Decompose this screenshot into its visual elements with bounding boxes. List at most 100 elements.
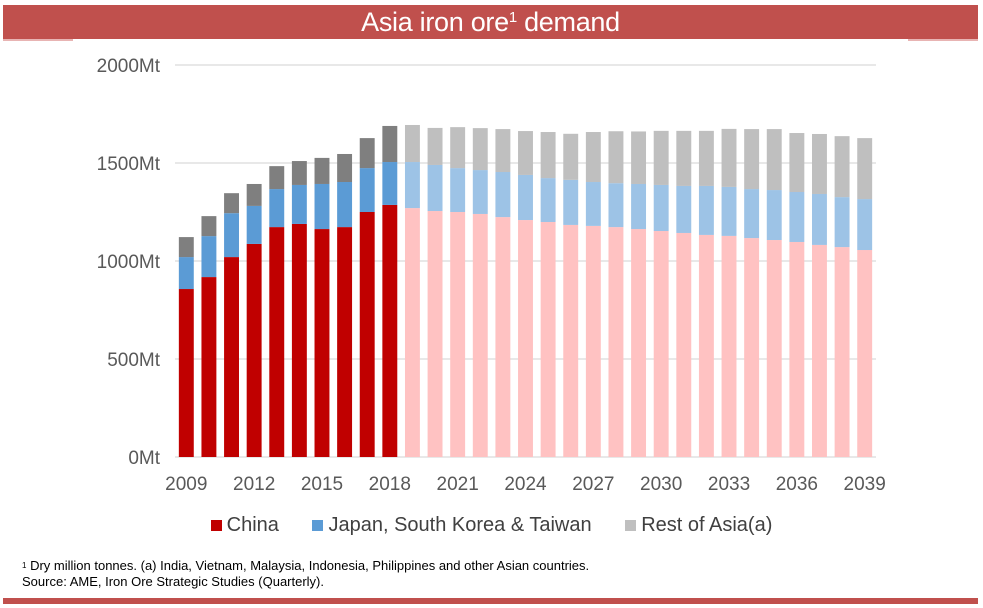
bar-jskt-2035 bbox=[766, 190, 782, 241]
bar-rest-2032 bbox=[698, 130, 714, 186]
x-tick-label: 2015 bbox=[301, 474, 343, 495]
bar-china-2026 bbox=[563, 224, 579, 457]
bar-jskt-2022 bbox=[472, 170, 488, 214]
bar-rest-2023 bbox=[495, 129, 511, 173]
bar-jskt-2023 bbox=[495, 172, 511, 218]
bar-rest-2022 bbox=[472, 128, 488, 171]
bar-china-2020 bbox=[427, 211, 443, 457]
bar-rest-2010 bbox=[201, 216, 217, 237]
bar-rest-2025 bbox=[540, 132, 556, 179]
bar-jskt-2030 bbox=[653, 184, 669, 232]
bar-jskt-2020 bbox=[427, 164, 443, 212]
y-tick-label: 0Mt bbox=[128, 448, 160, 469]
bar-rest-2018 bbox=[382, 125, 398, 163]
bar-rest-2034 bbox=[744, 129, 760, 190]
bar-jskt-2019 bbox=[404, 162, 420, 209]
bar-rest-2029 bbox=[631, 131, 647, 184]
bar-china-2012 bbox=[246, 243, 262, 457]
bar-china-2027 bbox=[585, 225, 601, 457]
bar-jskt-2031 bbox=[676, 185, 692, 233]
x-tick-label: 2024 bbox=[504, 474, 547, 495]
x-tick-label: 2039 bbox=[844, 474, 886, 495]
bar-china-2023 bbox=[495, 217, 511, 457]
bar-china-2025 bbox=[540, 221, 556, 457]
bar-china-2022 bbox=[472, 213, 488, 457]
bar-jskt-2033 bbox=[721, 186, 737, 236]
legend-item-rest: Rest of Asia(a) bbox=[625, 514, 772, 537]
bottom-bar bbox=[3, 598, 978, 604]
y-tick-label: 500Mt bbox=[107, 350, 161, 371]
bar-rest-2012 bbox=[246, 183, 262, 206]
legend-swatch-jskt bbox=[312, 520, 324, 531]
bar-china-2038 bbox=[834, 247, 850, 457]
x-tick-label: 2027 bbox=[572, 474, 614, 495]
x-tick-label: 2012 bbox=[233, 474, 275, 495]
bar-china-2014 bbox=[291, 223, 307, 457]
chart-title-bar: Asia iron ore1 demand bbox=[3, 5, 978, 39]
bar-jskt-2038 bbox=[834, 197, 850, 248]
bar-jskt-2021 bbox=[450, 168, 466, 212]
legend-label-rest: Rest of Asia(a) bbox=[641, 514, 773, 536]
bar-rest-2019 bbox=[404, 124, 420, 163]
legend-item-china: China bbox=[210, 514, 279, 537]
x-tick-label: 2018 bbox=[369, 474, 411, 495]
bar-rest-2015 bbox=[314, 157, 330, 184]
bar-jskt-2024 bbox=[518, 174, 533, 221]
bar-jskt-2034 bbox=[744, 189, 760, 239]
footnote-marker: 1 bbox=[22, 561, 27, 570]
bar-jskt-2032 bbox=[698, 185, 714, 235]
bar-china-2035 bbox=[766, 240, 782, 457]
bar-jskt-2013 bbox=[269, 189, 285, 228]
bar-rest-2028 bbox=[608, 131, 624, 184]
x-tick-label: 2033 bbox=[708, 474, 750, 495]
bar-rest-2013 bbox=[269, 166, 285, 190]
bar-jskt-2037 bbox=[812, 193, 827, 245]
bar-jskt-2011 bbox=[224, 213, 239, 258]
bar-jskt-2029 bbox=[631, 183, 647, 230]
title-underline-left bbox=[3, 39, 73, 41]
bar-china-2033 bbox=[721, 235, 737, 457]
bar-jskt-2009 bbox=[178, 257, 194, 290]
bar-jskt-2016 bbox=[337, 182, 353, 228]
legend: China Japan, South Korea & Taiwan Rest o… bbox=[0, 514, 983, 537]
bar-china-2036 bbox=[789, 241, 805, 457]
bar-jskt-2015 bbox=[314, 183, 330, 230]
title-underline-right bbox=[908, 39, 978, 41]
x-tick-label: 2036 bbox=[776, 474, 818, 495]
bar-jskt-2018 bbox=[382, 162, 398, 205]
bar-china-2031 bbox=[676, 232, 692, 457]
bar-jskt-2012 bbox=[246, 205, 262, 244]
bar-china-2037 bbox=[812, 244, 827, 457]
bar-jskt-2036 bbox=[789, 192, 805, 242]
y-axis-ticks: 0Mt 500Mt 1000Mt 1500Mt 2000Mt bbox=[97, 56, 161, 469]
chart-title-suffix: demand bbox=[516, 7, 620, 37]
bar-china-2029 bbox=[631, 229, 647, 457]
bar-china-2018 bbox=[382, 204, 398, 457]
bar-china-2024 bbox=[518, 220, 533, 457]
bar-china-2013 bbox=[269, 227, 285, 457]
bar-rest-2027 bbox=[585, 132, 601, 183]
bar-rest-2020 bbox=[427, 127, 443, 165]
y-tick-label: 2000Mt bbox=[97, 56, 161, 77]
footnote: 1 Dry million tonnes. (a) India, Vietnam… bbox=[22, 558, 589, 590]
bar-rest-2017 bbox=[359, 138, 375, 169]
bar-china-2021 bbox=[450, 212, 466, 457]
bar-rest-2009 bbox=[178, 237, 194, 258]
bar-rest-2011 bbox=[224, 193, 239, 214]
x-tick-label: 2030 bbox=[640, 474, 682, 495]
legend-label-china: China bbox=[226, 514, 279, 536]
bar-jskt-2017 bbox=[359, 168, 375, 212]
bars bbox=[178, 124, 873, 457]
bar-rest-2037 bbox=[812, 133, 827, 194]
chart-title: Asia iron ore bbox=[361, 7, 509, 37]
y-tick-label: 1000Mt bbox=[97, 252, 161, 273]
bar-rest-2021 bbox=[450, 127, 466, 169]
bar-china-2010 bbox=[201, 277, 217, 457]
bar-china-2032 bbox=[698, 234, 714, 457]
bar-jskt-2025 bbox=[540, 178, 556, 222]
bar-rest-2036 bbox=[789, 133, 805, 193]
bar-china-2015 bbox=[314, 229, 330, 457]
footnote-text: Dry million tonnes. (a) India, Vietnam, … bbox=[30, 558, 590, 573]
bar-china-2017 bbox=[359, 212, 375, 457]
